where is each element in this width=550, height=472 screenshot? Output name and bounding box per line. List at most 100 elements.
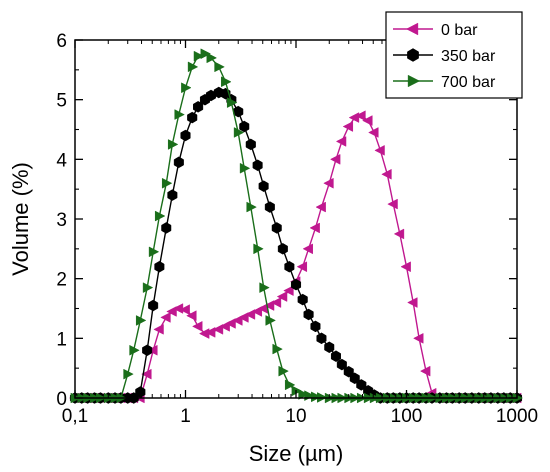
data-point [148, 246, 160, 258]
y-tick-label: 4 [56, 150, 67, 171]
y-tick-label: 1 [56, 329, 67, 350]
data-point [160, 312, 171, 323]
data-point [142, 282, 154, 294]
data-point [284, 379, 296, 391]
y-tick-label: 6 [56, 31, 67, 52]
data-point [387, 198, 398, 210]
data-point [393, 228, 405, 240]
data-point [148, 299, 159, 312]
data-point [154, 210, 166, 222]
data-point [252, 159, 263, 172]
data-point [315, 201, 326, 213]
data-point [123, 368, 134, 380]
x-axis-title: Size (µm) [249, 441, 344, 466]
data-point [310, 320, 321, 333]
data-point [349, 372, 360, 385]
y-tick-label: 0 [56, 389, 67, 410]
data-point [259, 282, 270, 294]
data-point [270, 297, 282, 308]
data-point [239, 162, 251, 174]
data-point [174, 109, 185, 120]
data-point [272, 343, 283, 355]
legend-item: 0 bar [393, 22, 478, 39]
data-point [335, 136, 347, 147]
data-point [290, 278, 302, 291]
data-point [192, 320, 203, 332]
data-point [276, 291, 288, 302]
legend-label: 700 bar [441, 74, 496, 91]
data-point [265, 315, 276, 326]
data-point [245, 138, 256, 151]
y-tick-label: 5 [56, 91, 67, 112]
data-point [348, 112, 360, 123]
data-point [167, 139, 179, 150]
legend-marker [405, 22, 419, 36]
data-point [200, 48, 212, 60]
data-point [141, 368, 152, 380]
series-line [75, 52, 517, 399]
data-point [179, 304, 190, 316]
data-point [407, 297, 418, 308]
data-point [206, 52, 218, 64]
data-point [187, 111, 198, 124]
data-point [204, 326, 216, 338]
data-point [129, 344, 140, 356]
data-point [181, 82, 192, 94]
legend-item: 350 bar [393, 48, 496, 65]
series-3 [70, 48, 524, 404]
data-point [298, 389, 309, 400]
data-point [329, 153, 341, 165]
data-point [419, 365, 431, 377]
series-line [75, 115, 517, 399]
data-point [303, 308, 314, 321]
x-tick-label: 1000 [496, 406, 538, 427]
data-point [244, 309, 256, 320]
data-point [173, 156, 184, 169]
data-point [413, 332, 424, 344]
data-point [154, 260, 165, 273]
data-point [368, 127, 379, 138]
data-point [309, 222, 320, 234]
legend-label: 350 bar [441, 48, 496, 65]
data-point [221, 76, 232, 88]
data-point [362, 115, 373, 126]
data-point [239, 120, 250, 133]
data-point [263, 300, 275, 311]
data-point [400, 261, 411, 273]
legend: 0 bar 350 bar 700 bar [385, 11, 523, 99]
data-point [233, 127, 245, 138]
x-tick-label: 1 [180, 406, 191, 427]
series-layer [68, 48, 524, 404]
data-point [284, 260, 295, 273]
data-point [186, 310, 197, 322]
data-point [342, 121, 354, 132]
data-point [135, 315, 147, 326]
data-point [153, 323, 164, 335]
data-point [297, 293, 308, 306]
data-point [311, 391, 322, 403]
data-point [147, 344, 158, 356]
data-point [374, 144, 385, 156]
series-1 [68, 110, 522, 404]
data-point [355, 110, 366, 122]
data-point [142, 344, 153, 357]
data-point [161, 177, 173, 189]
data-point [214, 61, 225, 73]
x-tick-label: 10 [285, 406, 306, 427]
data-point [291, 385, 303, 397]
data-point [253, 243, 264, 255]
y-tick-label: 2 [56, 270, 67, 291]
data-point [343, 365, 354, 378]
data-point [264, 201, 275, 213]
legend-label: 0 bar [441, 22, 478, 39]
data-point [258, 180, 269, 192]
data-point [167, 189, 178, 201]
legend-marker [407, 48, 419, 62]
data-point [330, 350, 341, 362]
data-point [283, 285, 294, 297]
legend-item: 700 bar [393, 74, 496, 91]
data-point [278, 365, 289, 377]
data-point [161, 222, 172, 234]
